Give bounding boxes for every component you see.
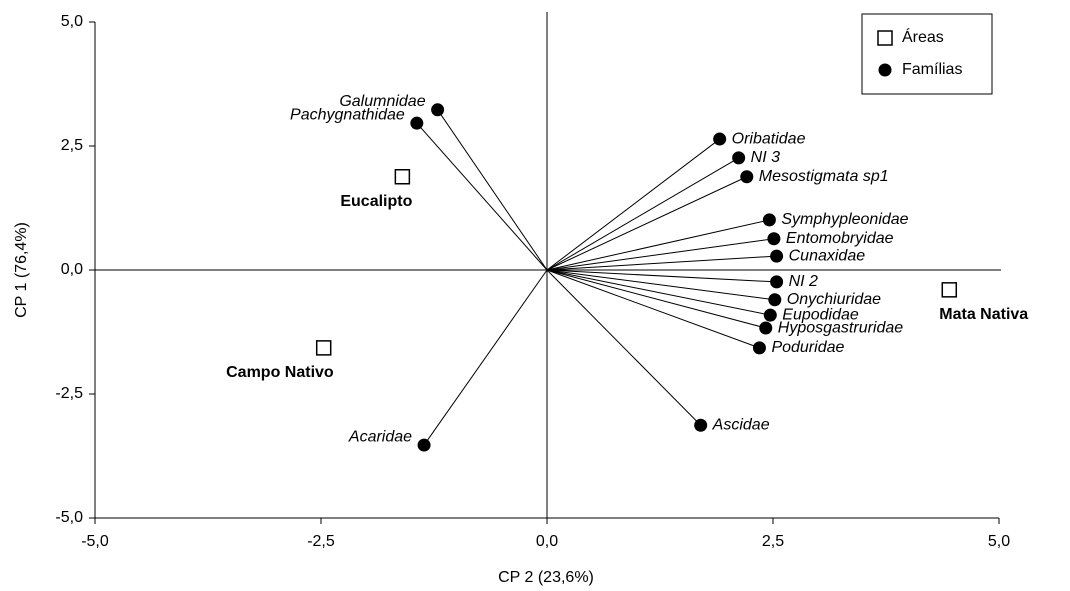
y-axis-label: CP 1 (76,4%): [13, 222, 30, 318]
vector: [546, 269, 771, 316]
point: [431, 103, 445, 117]
point: [417, 438, 431, 452]
vector: [546, 269, 766, 329]
point-label: Cunaxidae: [789, 247, 866, 264]
y-tick-label: -2,5: [55, 385, 83, 402]
point-label: Eupodidae: [782, 306, 859, 323]
x-tick-label: 0,0: [536, 533, 558, 550]
point: [770, 275, 784, 289]
vector: [437, 109, 548, 271]
vector: [546, 176, 747, 271]
vector: [546, 238, 774, 271]
legend-swatch: [877, 30, 893, 46]
point-label: Mesostigmata sp1: [759, 168, 889, 185]
legend-label: Famílias: [902, 61, 962, 78]
x-tick-label: 5,0: [988, 533, 1010, 550]
x-tick-label: 2,5: [762, 533, 784, 550]
point: [732, 151, 746, 165]
point-label: Ascidae: [712, 416, 770, 433]
point-label: Symphypleonidae: [781, 211, 908, 228]
point-label: Pachygnathidae: [290, 106, 405, 123]
point-label: Acaridae: [348, 428, 412, 445]
point: [941, 282, 958, 298]
vector: [546, 138, 720, 271]
vector: [546, 255, 777, 271]
point: [767, 232, 781, 246]
point: [315, 340, 332, 356]
vector: [423, 269, 548, 446]
point-label: NI 3: [751, 149, 780, 166]
y-tick-label: 2,5: [61, 137, 83, 154]
x-axis-label: CP 2 (23,6%): [498, 569, 594, 586]
point-label: Hyposgastruridae: [778, 319, 904, 336]
point: [410, 116, 424, 130]
point: [768, 293, 782, 307]
y-tick-label: 5,0: [61, 13, 83, 30]
point: [713, 132, 727, 146]
legend-swatch: [878, 63, 892, 77]
point: [762, 213, 776, 227]
point-label: NI 2: [789, 273, 818, 290]
y-tick-label: -5,0: [55, 509, 83, 526]
vector: [546, 269, 775, 301]
y-tick-label: 0,0: [61, 261, 83, 278]
vector: [546, 269, 702, 426]
point: [752, 341, 766, 355]
area-label: Eucalipto: [340, 193, 412, 210]
area-label: Campo Nativo: [226, 364, 334, 381]
point-label: Poduridae: [771, 339, 844, 356]
vector: [546, 157, 739, 271]
vector: [546, 219, 770, 271]
point: [394, 169, 411, 185]
vector: [546, 269, 760, 349]
legend-label: Áreas: [902, 27, 944, 46]
point: [763, 308, 777, 322]
point: [694, 418, 708, 432]
point-label: Galumnidae: [339, 93, 425, 110]
x-tick-label: -2,5: [307, 533, 335, 550]
point-label: Onychiuridae: [787, 291, 881, 308]
point: [740, 170, 754, 184]
point: [759, 321, 773, 335]
legend-box: [861, 13, 993, 95]
vector: [546, 269, 777, 283]
point-label: Entomobryidae: [786, 230, 894, 247]
point-label: Oribatidae: [732, 130, 806, 147]
point: [770, 249, 784, 263]
area-label: Mata Nativa: [939, 306, 1028, 323]
x-tick-label: -5,0: [81, 533, 109, 550]
vector: [416, 122, 548, 271]
